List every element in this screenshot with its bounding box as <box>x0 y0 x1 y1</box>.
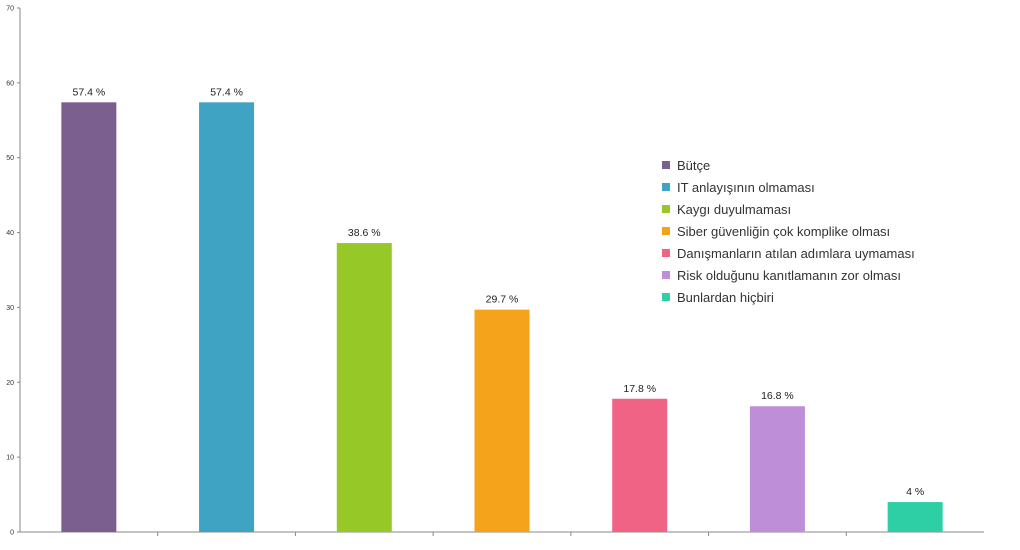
y-tick-label: 40 <box>6 230 14 237</box>
legend-swatch <box>662 205 670 213</box>
y-tick-label: 20 <box>6 380 14 387</box>
data-label-2: 57.4 % <box>210 86 243 98</box>
legend-item: Bunlardan hiçbiri <box>662 286 915 308</box>
legend-swatch <box>662 293 670 301</box>
legend-label: Kaygı duyulmaması <box>677 201 792 217</box>
bar-4 <box>474 309 530 532</box>
legend-swatch <box>662 161 670 169</box>
data-label-4: 29.7 % <box>486 294 519 306</box>
data-label-6: 16.8 % <box>761 390 794 402</box>
data-labels: 57.4 % 57.4 % 38.6 % 29.7 % 17.8 % 16.8 % 4 % <box>73 86 925 498</box>
bar-3 <box>336 243 392 532</box>
y-tick-label: 0 <box>10 530 14 537</box>
legend-label: Danışmanların atılan adımlara uymaması <box>677 245 915 261</box>
y-tick-label: 10 <box>6 455 14 462</box>
y-tick-label: 60 <box>6 80 14 87</box>
data-label-3: 38.6 % <box>348 227 381 239</box>
data-label-7: 4 % <box>906 486 924 498</box>
y-tick-label: 30 <box>6 305 14 312</box>
legend-item: Danışmanların atılan adımlara uymaması <box>662 242 915 264</box>
bar-7 <box>887 502 943 532</box>
data-label-5: 17.8 % <box>623 383 656 395</box>
legend-swatch <box>662 271 670 279</box>
y-axis-ticks: 0 10 20 30 40 50 60 70 <box>6 6 20 537</box>
legend-label: Risk olduğunu kanıtlamanın zor olması <box>677 267 902 283</box>
legend-label: Siber güvenliğin çok komplike olması <box>677 223 891 239</box>
y-tick-label: 50 <box>6 155 14 162</box>
bar-2 <box>199 102 255 532</box>
legend-swatch <box>662 183 670 191</box>
legend-item: Kaygı duyulmaması <box>662 198 915 220</box>
legend-item: Siber güvenliğin çok komplike olması <box>662 220 915 242</box>
legend-item: IT anlayışının olmaması <box>662 176 915 198</box>
bar-5 <box>612 398 668 532</box>
legend: Bütçe IT anlayışının olmaması Kaygı duyulm… <box>662 154 915 308</box>
legend-label: IT anlayışının olmaması <box>677 179 815 195</box>
legend-label: Bütçe <box>677 157 711 173</box>
legend-swatch <box>662 227 670 235</box>
legend-swatch <box>662 249 670 257</box>
legend-label: Bunlardan hiçbiri <box>677 289 774 305</box>
y-tick-label: 70 <box>6 6 14 13</box>
legend-item: Risk olduğunu kanıtlamanın zor olması <box>662 264 915 286</box>
bar-1 <box>61 102 117 532</box>
legend-item: Bütçe <box>662 154 915 176</box>
data-label-1: 57.4 % <box>73 86 106 98</box>
bars <box>61 102 943 532</box>
bar-6 <box>749 406 805 532</box>
